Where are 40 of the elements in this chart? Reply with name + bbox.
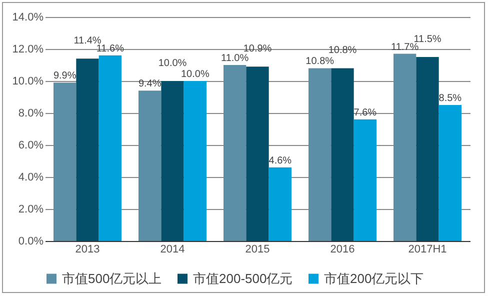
y-tick-label: 2.0%	[18, 204, 44, 216]
legend-label: 市值500亿元以上	[62, 270, 162, 286]
x-tick-label: 2017H1	[408, 244, 447, 256]
data-label: 10.0%	[180, 69, 210, 80]
data-label: 10.0%	[158, 58, 187, 69]
data-label: 11.5%	[414, 34, 442, 45]
x-tick-label: 2014	[160, 244, 185, 256]
bar	[54, 82, 76, 241]
bar	[438, 105, 462, 241]
bar	[394, 54, 416, 241]
bar	[246, 66, 269, 241]
y-tick-label: 4.0%	[18, 172, 44, 184]
legend-label: 市值200-500亿元	[193, 270, 293, 286]
y-tick-label: 8.0%	[18, 108, 44, 120]
data-label: 11.0%	[221, 53, 249, 64]
x-tick-label: 2015	[245, 244, 270, 256]
bar	[76, 58, 99, 241]
bar	[98, 55, 122, 241]
data-label: 9.9%	[53, 70, 76, 82]
legend-label: 市值200亿元以下	[324, 270, 424, 286]
y-tick-label: 14.0%	[12, 12, 44, 24]
bar	[354, 119, 376, 241]
bar	[184, 81, 206, 241]
y-tick-label: 10.0%	[12, 76, 44, 88]
bar	[308, 68, 332, 241]
bar	[224, 65, 246, 241]
y-tick-label: 0.0%	[18, 236, 44, 248]
y-tick-label: 12.0%	[12, 44, 44, 56]
x-tick-label: 2016	[330, 244, 355, 256]
data-label: 8.5%	[438, 93, 462, 104]
bar	[161, 81, 184, 241]
bar	[138, 90, 162, 241]
data-label: 9.4%	[138, 78, 162, 90]
data-label: 4.6%	[268, 155, 292, 166]
bar	[416, 57, 439, 241]
bar	[331, 68, 354, 241]
x-tick-label: 2013	[75, 244, 100, 256]
bar	[268, 167, 292, 241]
y-tick-label: 6.0%	[18, 140, 44, 152]
data-label: 10.8%	[306, 56, 334, 68]
